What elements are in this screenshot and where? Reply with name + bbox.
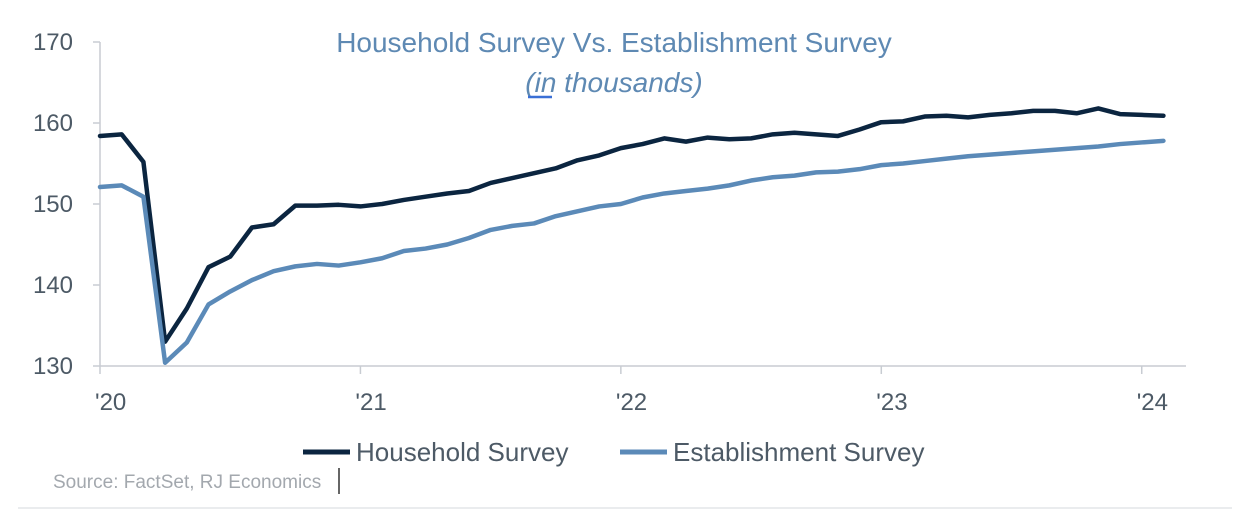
series-lines (97, 106, 1166, 366)
x-tick-label: '22 (616, 389, 647, 416)
subtitle-underlined-word: in (535, 67, 557, 98)
source-note: Source: FactSet, RJ Economics (53, 472, 321, 493)
y-tick-label: 140 (33, 272, 73, 299)
y-tick-label: 130 (33, 353, 73, 380)
x-tick-label: '23 (876, 389, 907, 416)
chart-title: Household Survey Vs. Establishment Surve… (336, 27, 892, 58)
y-axis-ticks: 130 140 150 160 170 (33, 29, 100, 380)
legend: Household Survey Establishment Survey (303, 437, 924, 467)
x-tick-label: '24 (1137, 389, 1168, 416)
y-tick-label: 150 (33, 191, 73, 218)
y-tick-label: 170 (33, 29, 73, 56)
y-tick-label: 160 (33, 110, 73, 137)
x-axis-ticks: '20 '21 '22 '23 '24 (95, 366, 1168, 416)
chart-subtitle: (in thousands) (525, 67, 702, 98)
subtitle-prefix: ( (525, 67, 537, 98)
series-line-establishment-survey (97, 138, 1166, 366)
x-tick-label: '21 (355, 389, 386, 416)
legend-label-household: Household Survey (356, 437, 568, 467)
series-line-household-survey (97, 106, 1166, 344)
x-tick-label: '20 (95, 389, 126, 416)
subtitle-rest: thousands) (556, 67, 702, 98)
legend-label-establishment: Establishment Survey (673, 437, 924, 467)
